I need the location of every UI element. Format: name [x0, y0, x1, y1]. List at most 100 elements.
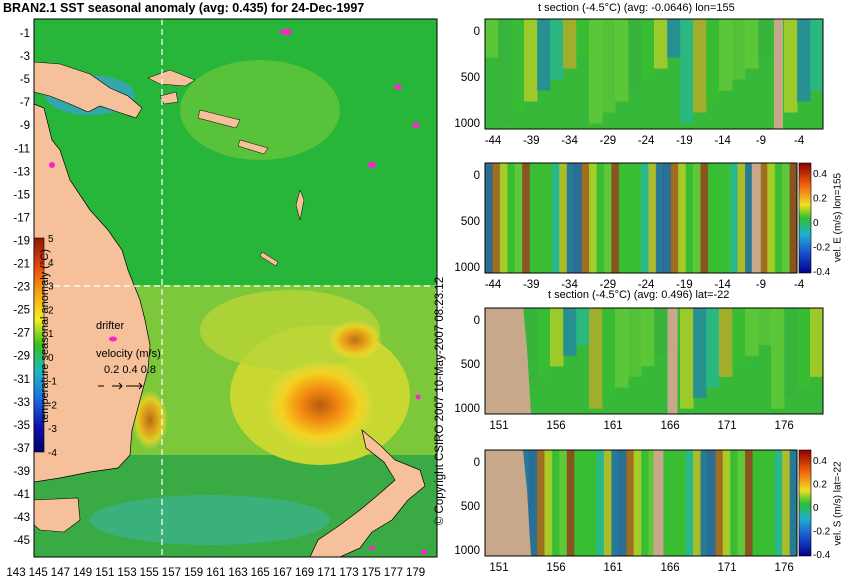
map-lon-tick: 147	[51, 567, 70, 579]
map-lon-tick: 153	[117, 567, 136, 579]
panel-y-tick: 1000	[454, 545, 480, 557]
colorbar-tick: -3	[48, 424, 57, 435]
panel-colorbar-tick: -0.4	[813, 267, 831, 278]
panel4-colorbar-label: vel. S (m/s) lat=-22	[832, 461, 844, 546]
map-lat-tick: -21	[13, 259, 30, 271]
map-lat-tick: -1	[20, 28, 30, 40]
panel-x-tick: 151	[489, 420, 508, 432]
map-lat-tick: -33	[13, 397, 30, 409]
panel-x-tick: -44	[485, 279, 502, 291]
drifter-label: drifter	[96, 320, 125, 332]
map-lon-tick: 157	[162, 567, 181, 579]
panel-x-tick: 161	[603, 420, 622, 432]
panel-y-tick: 0	[474, 26, 480, 38]
panel-x-tick: -4	[794, 279, 805, 291]
panel-x-tick: 166	[660, 420, 679, 432]
panel-x-tick: -14	[714, 279, 731, 291]
map-lon-tick: 155	[140, 567, 159, 579]
map-lat-tick: -11	[14, 143, 30, 155]
map-lat-tick: -5	[20, 74, 30, 86]
section-panel-1: 0 500 1000 -44 -39 -34 -29 -24 -19 -14 -9 -4	[454, 18, 824, 147]
map-lon-tick: 169	[295, 567, 314, 579]
panel-x-tick: -24	[638, 135, 655, 147]
panel1-title: t section (-4.5°C) (avg: -0.0646) lon=15…	[538, 2, 735, 14]
section-panels: 0 500 1000 -44 -39 -34 -29 -24 -19 -14 -9 -4 0 500 100…	[454, 18, 831, 574]
colorbar-tick: -4	[48, 448, 57, 459]
map-lon-tick: 165	[251, 567, 270, 579]
map-lat-tick: -7	[20, 97, 30, 109]
panel-x-tick: -9	[756, 135, 766, 147]
map-lat-tick: -41	[13, 489, 30, 501]
panel2-colorbar-label: vel. E (m/s) lon=155	[832, 172, 844, 263]
map-lat-tick: -17	[13, 212, 30, 224]
map-lat-tick: -35	[13, 420, 30, 432]
panel-x-tick: -24	[638, 279, 655, 291]
panel-x-tick: 166	[660, 562, 679, 574]
map-lon-tick: 151	[95, 567, 114, 579]
panel-x-tick: -29	[600, 135, 617, 147]
section-panel-2: 0 500 1000 -44 -39 -34 -29 -24 -19 -14 -9 -4 0.4 0.2 0…	[454, 162, 831, 291]
panel-y-tick: 0	[474, 457, 480, 469]
section-panel-4: 0 500 1000 151 156 161 166 171 176 0.4 0.2 0 -0.2 -0.…	[454, 449, 831, 574]
panel-x-tick: -14	[714, 135, 731, 147]
map-lon-tick: 173	[339, 567, 358, 579]
panel-colorbar-tick: 0	[813, 218, 819, 229]
map-lat-tick: -3	[20, 51, 30, 63]
map-lon-tick: 163	[228, 567, 247, 579]
panel-colorbar-tick: -0.2	[813, 243, 831, 254]
panel-x-tick: -4	[794, 135, 805, 147]
map-lat-tick: -25	[13, 305, 30, 317]
panel-x-tick: -19	[676, 279, 693, 291]
map-lat-tick: -13	[13, 166, 30, 178]
panel-colorbar-tick: 0.2	[813, 194, 827, 205]
map-lat-tick: -9	[20, 120, 30, 132]
panel-x-tick: 171	[718, 420, 737, 432]
map-plot-area	[33, 18, 438, 558]
panel-x-tick: -9	[756, 279, 766, 291]
colorbar-tick: 5	[48, 234, 54, 245]
copyright-text: © Copyright CSIRO 2007 10-May-2007 08:23…	[434, 276, 446, 526]
panel-y-tick: 1000	[454, 403, 480, 415]
map-lon-tick: 149	[73, 567, 92, 579]
panel-colorbar-tick: 0.4	[813, 169, 827, 180]
map-lat-tick: -19	[13, 235, 30, 247]
panel-colorbar-tick: -0.4	[813, 550, 831, 561]
panel3-title: t section (-4.5°C) (avg: 0.496) lat=-22	[548, 289, 730, 301]
map-lon-tick: 175	[362, 567, 381, 579]
panel-y-tick: 500	[461, 72, 480, 84]
panel-y-tick: 0	[474, 170, 480, 182]
map-lat-tick: -39	[13, 466, 30, 478]
map-lon-tick: 159	[184, 567, 203, 579]
map-lat-tick: -27	[13, 328, 30, 340]
panel-x-tick: 156	[546, 562, 565, 574]
colorbar-tick: 4	[48, 258, 54, 269]
map-lat-tick: -45	[13, 535, 30, 547]
panel-y-tick: 500	[461, 501, 480, 513]
map-lon-tick: 143	[6, 567, 25, 579]
panel-y-tick: 1000	[454, 262, 480, 274]
panel-x-tick: 156	[546, 420, 565, 432]
drifter-markers	[49, 29, 427, 555]
panel-x-tick: -39	[523, 279, 540, 291]
map-lon-tick: 161	[206, 567, 225, 579]
panel-colorbar	[798, 162, 812, 274]
panel-x-tick: -44	[485, 135, 502, 147]
map-lat-tick: -37	[13, 443, 30, 455]
map-lon-tick: 179	[406, 567, 425, 579]
panel-x-tick: 176	[775, 562, 794, 574]
panel-x-tick: 176	[775, 420, 794, 432]
panel-colorbar	[798, 449, 812, 557]
panel-x-tick: 161	[603, 562, 622, 574]
panel-y-tick: 500	[461, 359, 480, 371]
panel-colorbar-tick: 0.4	[813, 456, 827, 467]
map-tick-labels: -1-3-5-7-9-11-13-15-17-19-21-23-25-27-29…	[6, 28, 425, 579]
section-panel-3: 0 500 1000 151 156 161 166 171 176	[454, 307, 824, 432]
velocity-label: velocity (m/s)	[96, 348, 161, 360]
land-papua-new-guinea	[33, 61, 143, 119]
colorbar-tick: -2	[48, 400, 57, 411]
panel-y-tick: 500	[461, 216, 480, 228]
sst-colorbar	[33, 237, 45, 453]
colorbar-tick: 1	[48, 329, 54, 340]
map-lat-tick: -23	[13, 282, 30, 294]
